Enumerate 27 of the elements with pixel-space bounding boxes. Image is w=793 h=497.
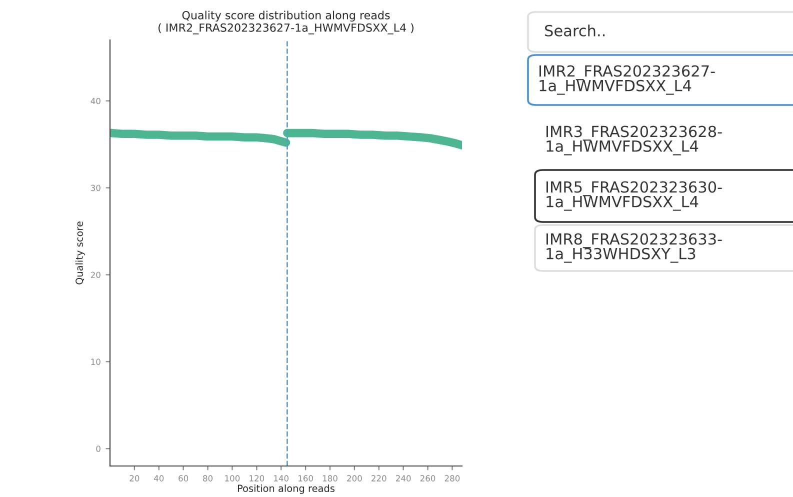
y-tick-label: 10 — [91, 358, 100, 365]
x-tick-label: 100 — [225, 475, 240, 482]
x-tick-label: 280 — [444, 475, 460, 482]
text: IMR2_FRAS202323627- 1a_HWMVFDSXX_L4 — [540, 65, 715, 95]
y-tick-label: 20 — [90, 272, 100, 278]
x-tick-label: 140 — [274, 475, 289, 482]
chart-title: Quality score distribution along reads ( IMR2_FRAS202323627-1a_HWMVFDSXX_L4 ) — [158, 10, 414, 34]
x-tick-label: 220 — [372, 475, 386, 482]
x-tick-label: 160 — [298, 475, 313, 482]
x-tick-label: 120 — [250, 475, 264, 482]
text: IMR8_FRAS202323633- 1a_H33WHDSXY_L3 — [546, 233, 722, 263]
x-tick-label: 260 — [420, 475, 436, 482]
x-tick-label: 240 — [396, 475, 411, 482]
x-tick-label: 40 — [154, 475, 164, 482]
text: IMR3_FRAS202323628- 1a_HWMVFDSXX_L4 — [546, 126, 722, 156]
y-tick-label: 40 — [90, 98, 100, 104]
y-tick-label: 0 — [96, 446, 100, 452]
x-tick-label: 180 — [322, 475, 338, 482]
x-tick-label: 60 — [178, 475, 188, 482]
x-tick-label: 20 — [130, 475, 140, 482]
text: IMR5_FRAS202323630- 1a_HWMVFDSXX_L4 — [546, 181, 722, 211]
x-axis-title: Position along reads — [238, 484, 334, 494]
x-tick-label: 80 — [203, 475, 213, 482]
y-axis-title: Quality score — [75, 222, 85, 284]
y-tick-label: 30 — [91, 184, 100, 192]
text: Search.. — [545, 24, 605, 36]
x-tick-label: 200 — [347, 475, 362, 482]
